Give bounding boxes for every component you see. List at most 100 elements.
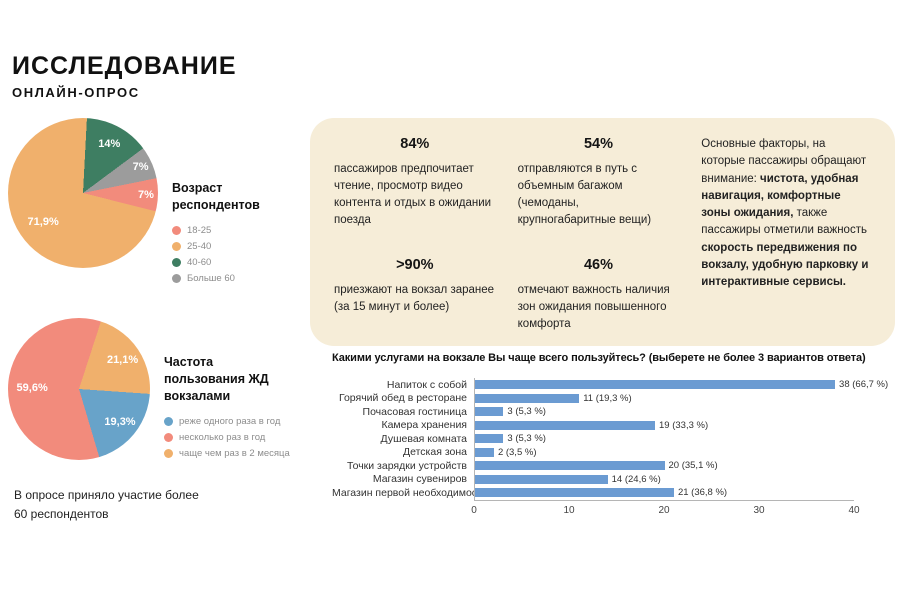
age-pie-chart: 14% 7% 7% 71,9% (8, 118, 158, 268)
bar-category-label: Камера хранения (381, 419, 467, 432)
bar-chart-title: Какими услугами на вокзале Вы чаще всего… (332, 352, 866, 364)
bar-value-label: 3 (5,3 %) (507, 433, 546, 445)
bar-fill (475, 420, 656, 430)
legend-swatch (164, 416, 173, 426)
bar-track: 14 (24,6 %) (474, 472, 854, 486)
bar-value-label: 2 (3,5 %) (497, 446, 537, 458)
bar-track: 3 (5,3 %) (474, 405, 854, 419)
factors-bold-run: чистота, удобная навигация, комфортные з… (701, 172, 859, 220)
age-pie-title: Возраст респондентов (172, 181, 260, 212)
bar-row: Точки зарядки устройств 20 (35,1 %) (332, 459, 897, 473)
legend-item: несколько раз в год (164, 432, 286, 443)
bar-track: 3 (5,3 %) (474, 432, 854, 446)
bar-row: Магазин первой необходимости 21 (36,8 %) (332, 486, 897, 500)
frequency-pie-section: 21,1% 19,3% 59,6% Частота пользования ЖД в… (8, 318, 290, 460)
legend-swatch (164, 448, 173, 458)
x-tick-label: 10 (563, 504, 575, 516)
legend-item: чаще чем раз в 2 месяца (164, 448, 290, 459)
bar-fill (475, 393, 580, 403)
bar-category-label: Горячий обед в ресторане (338, 392, 467, 405)
legend-item: 18-25 (172, 225, 294, 236)
legend-label: несколько раз в год (179, 431, 266, 443)
factors-bold-run: скорость передвижения по вокзалу, удобну… (701, 241, 869, 289)
legend-label: 18-25 (187, 224, 212, 236)
bar-track: 19 (33,3 %) (474, 418, 854, 432)
bar-value-label: 19 (33,3 %) (659, 419, 709, 431)
bar-category-label: Душевая комната (380, 432, 467, 445)
legend-item: реже одного раза в год (164, 416, 286, 427)
stats-column-2: 54% отправляются в путь с объемным багаж… (518, 136, 680, 332)
bar-track: 20 (35,1 %) (474, 459, 854, 473)
x-tick-label: 30 (753, 504, 765, 516)
bar-row: Почасовая гостиница 3 (5,3 %) (332, 405, 897, 419)
bar-category-label: Магазин сувениров (372, 473, 467, 486)
age-pie-legend: 18-25 25-40 40-60 Больше 60 (172, 225, 294, 284)
bar-value-label: 14 (24,6 %) (611, 473, 661, 485)
legend-swatch (172, 257, 181, 267)
stat-value: 84% (400, 136, 430, 152)
bar-fill (475, 380, 836, 390)
bar-plot-area: Напиток с собой 38 (66,7 %) Горячий обед в… (332, 378, 897, 520)
stat-text: пассажиров предпочитает чтение, просмотр… (334, 163, 492, 227)
x-tick-label: 40 (848, 504, 860, 516)
bar-fill (475, 447, 494, 457)
stat-text: приезжают на вокзал заранее (за 15 минут… (334, 284, 495, 314)
bar-fill (475, 474, 608, 484)
bar-value-label: 21 (36,8 %) (677, 487, 728, 499)
x-axis: 0 10 20 30 40 (332, 499, 897, 520)
stat-value: 46% (583, 257, 613, 274)
bar-fill (475, 434, 504, 444)
services-bar-chart: Какими услугами на вокзале Вы чаще всего… (332, 352, 897, 520)
bar-track: 11 (19,3 %) (474, 391, 854, 405)
bar-category-label: Почасовая гостиница (362, 405, 467, 418)
bar-fill (475, 407, 504, 417)
x-tick-label: 20 (658, 504, 670, 516)
bar-category-label: Напиток с собой (386, 378, 467, 391)
age-pie-section: 14% 7% 7% 71,9% Возраст респондентов 18-25 2… (8, 118, 294, 284)
bar-track: 2 (3,5 %) (474, 445, 854, 459)
bar-row: Горячий обед в ресторане 11 (19,3 %) (332, 391, 897, 405)
pie-percent-label: 7% (138, 188, 154, 201)
legend-label: реже одного раза в год (179, 415, 281, 427)
pie-percent-label: 7% (132, 161, 149, 174)
legend-swatch (172, 241, 181, 251)
legend-label: Больше 60 (187, 272, 235, 284)
legend-label: 25-40 (187, 240, 212, 252)
legend-swatch (172, 225, 181, 235)
bar-track: 21 (36,8 %) (474, 486, 854, 500)
axis-ticks: 0 10 20 30 40 (471, 499, 860, 520)
legend-item: Больше 60 (172, 273, 294, 284)
key-stats-card: 84% пассажиров предпочитает чтение, прос… (310, 118, 895, 346)
bar-category-label: Детская зона (403, 446, 467, 459)
legend-item: 25-40 (172, 241, 294, 252)
bar-value-label: 11 (19,3 %) (583, 392, 632, 404)
respondents-footnote: В опросе приняло участие более 60 респон… (14, 488, 199, 521)
factors-text-run: также пассажиры отметили важность (701, 207, 867, 237)
main-factors-text: Основные факторы, на которые пассажиры о… (701, 136, 871, 332)
legend-label: 40-60 (187, 256, 212, 268)
bar-value-label: 20 (35,1 %) (668, 460, 718, 472)
legend-label: чаще чем раз в 2 месяца (179, 447, 290, 459)
frequency-pie-title: Частота пользования ЖД вокзалами (164, 355, 269, 403)
bar-fill (475, 461, 665, 471)
stat-reading: 84% пассажиров предпочитает чтение, прос… (334, 136, 496, 229)
stat-value: 54% (583, 136, 613, 152)
bar-category-label: Магазин первой необходимости (332, 486, 488, 499)
stat-value: >90% (396, 257, 434, 274)
legend-swatch (172, 273, 181, 283)
legend-swatch (164, 432, 173, 442)
pie-percent-label: 19,3% (104, 415, 136, 428)
pie-percent-label: 14% (98, 138, 121, 151)
bar-track: 38 (66,7 %) (474, 378, 888, 392)
bar-value-label: 3 (5,3 %) (507, 406, 546, 418)
axis-spacer (332, 500, 474, 520)
page-subtitle: ОНЛАЙН-ОПРОС (12, 85, 140, 100)
bar-row: Камера хранения 19 (33,3 %) (332, 418, 897, 432)
stat-text: отмечают важность наличия зон ожидания п… (517, 284, 670, 331)
page-title: ИССЛЕДОВАНИЕ (12, 52, 237, 80)
factors-text-run: Основные факторы, на которые пассажиры о… (701, 138, 867, 185)
pie-percent-label: 71,9% (27, 216, 59, 229)
stat-luggage: 54% отправляются в путь с объемным багаж… (518, 136, 680, 229)
frequency-pie-legend: реже одного раза в год несколько раз в го… (164, 416, 290, 459)
